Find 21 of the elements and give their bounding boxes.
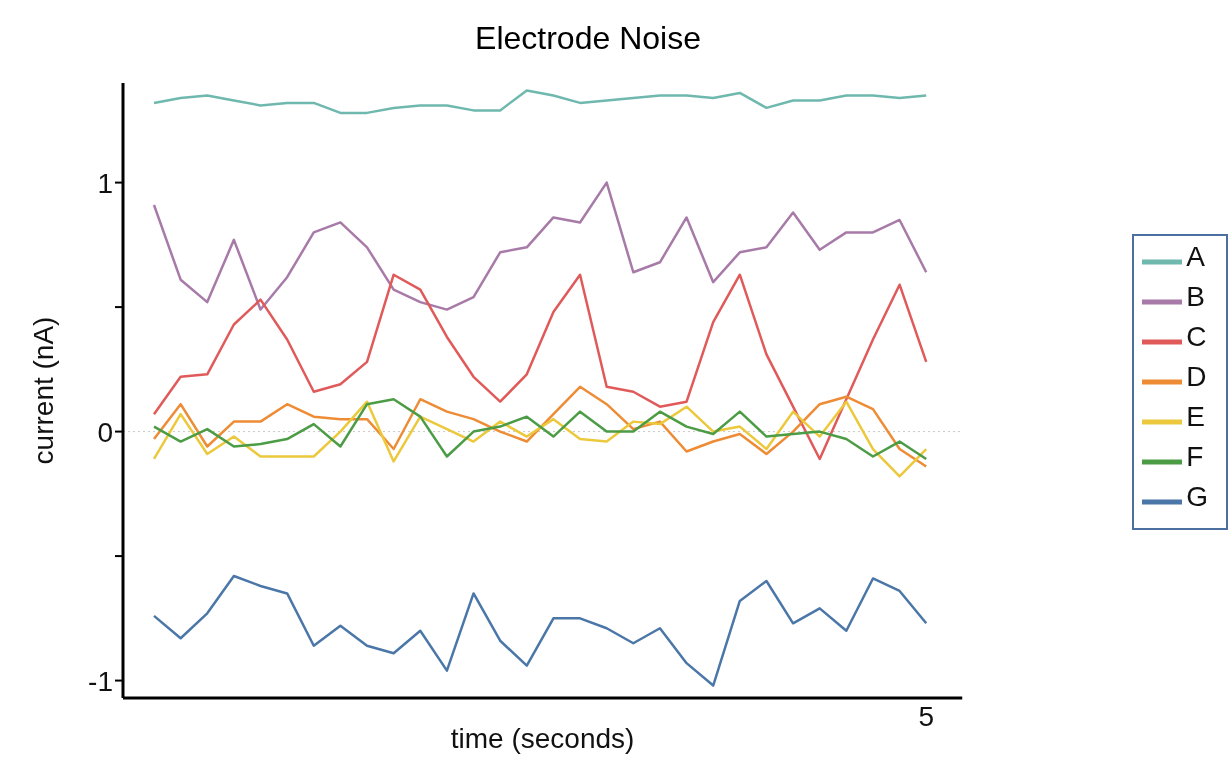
legend-label: A xyxy=(1186,241,1205,273)
line-series xyxy=(152,400,928,478)
x-tick-label: 5 xyxy=(918,700,935,732)
line-series xyxy=(152,181,928,311)
line-series xyxy=(152,273,928,461)
legend-label: F xyxy=(1186,441,1204,473)
line-series xyxy=(152,89,928,115)
legend-label: C xyxy=(1186,321,1207,353)
legend-label: D xyxy=(1186,361,1207,393)
legend-label: G xyxy=(1186,481,1208,513)
legend-label: E xyxy=(1186,401,1205,433)
y-tick-label: -1 xyxy=(88,665,113,697)
y-axis-title: current (nA) xyxy=(27,316,59,465)
chart-title: Electrode Noise xyxy=(474,19,702,58)
x-axis-title: time (seconds) xyxy=(450,723,635,754)
legend-label: B xyxy=(1186,281,1205,313)
y-tick-label: 0 xyxy=(97,416,113,448)
line-series xyxy=(152,385,928,468)
y-tick-label: 1 xyxy=(97,167,113,199)
line-series xyxy=(152,397,928,461)
line-series xyxy=(152,574,928,687)
